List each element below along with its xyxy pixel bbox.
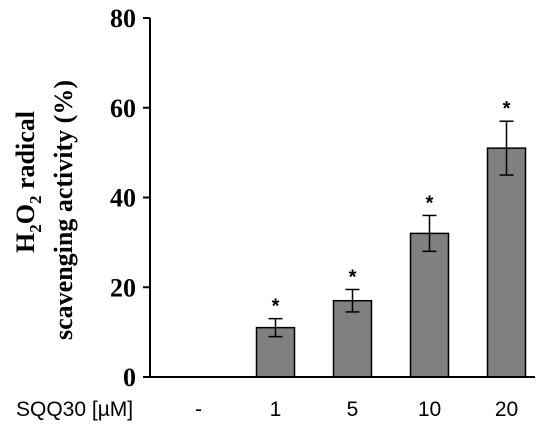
bar <box>409 232 450 378</box>
x-tick-label: 10 <box>418 398 441 421</box>
significance-marker: * <box>503 98 511 120</box>
significance-marker: * <box>426 192 434 214</box>
x-tick-label: 1 <box>270 398 282 421</box>
bar <box>486 147 527 378</box>
significance-marker: * <box>349 266 357 288</box>
y-tick-label: 60 <box>110 94 136 123</box>
y-axis: 0 20 40 60 80 <box>110 4 151 392</box>
y-tick-label: 20 <box>110 273 136 302</box>
y-tick-label: 80 <box>110 4 136 33</box>
x-tick-label: 20 <box>495 398 518 421</box>
significance-marker: * <box>272 296 280 318</box>
y-axis-label-line-2: scavenging activity (%) <box>49 80 78 340</box>
bars: * * * * <box>255 98 527 378</box>
y-tick-label: 40 <box>110 184 136 213</box>
y-tick-label: 0 <box>123 363 136 392</box>
x-tick-label: 5 <box>347 398 359 421</box>
x-axis: - 1 5 10 20 <box>150 376 535 421</box>
x-tick-label: - <box>195 398 202 421</box>
x-axis-label: SQQ30 [µM] <box>16 398 133 421</box>
y-axis-label-line-1: H2O2 radical <box>11 111 45 253</box>
